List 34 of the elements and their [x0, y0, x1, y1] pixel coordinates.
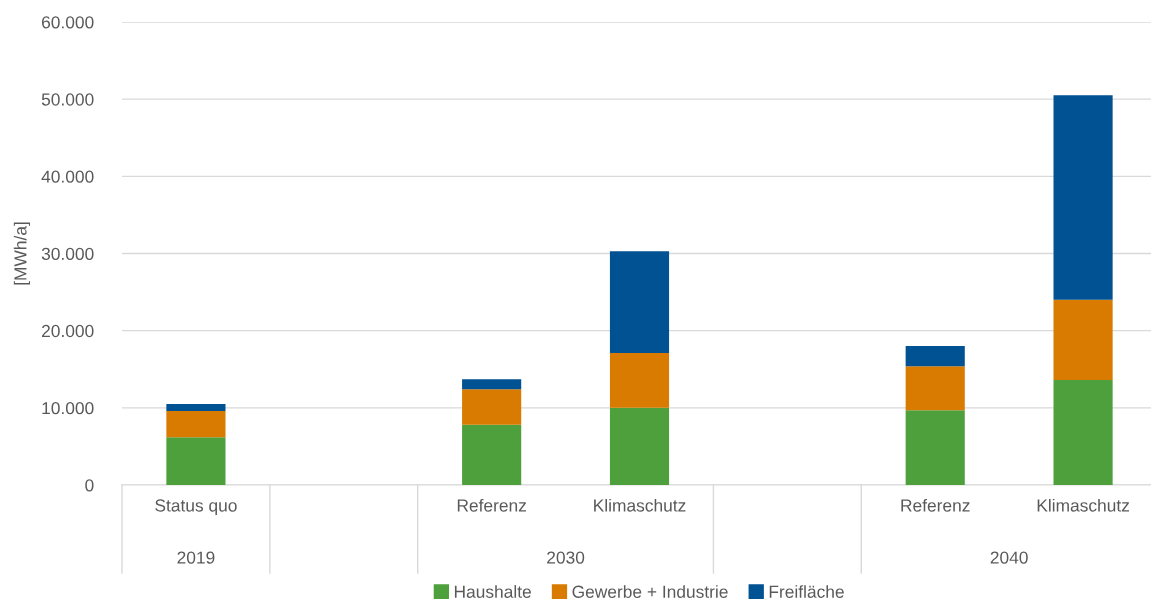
bar	[166, 403, 226, 411]
y-tick-label: 20.000	[42, 324, 94, 338]
bar	[905, 366, 965, 411]
bar	[905, 410, 965, 485]
bar	[609, 251, 670, 354]
y-tick-label: 10.000	[42, 402, 94, 415]
text: 2019	[177, 551, 215, 564]
legend-label: Haushalte	[454, 585, 531, 598]
bar	[1053, 299, 1113, 381]
y-tick-label: 40.000	[41, 170, 94, 183]
bar	[609, 407, 670, 485]
x-tick-label: Referenz	[901, 498, 970, 512]
bar	[462, 389, 522, 425]
y-tick-label: 50.000	[41, 93, 94, 106]
bar	[166, 437, 226, 485]
y-tick-label: 60.000	[42, 16, 94, 29]
text: 2040	[990, 551, 1028, 564]
bar	[609, 353, 670, 408]
bar	[1053, 95, 1113, 300]
y-tick-label: 0	[85, 479, 94, 492]
y-axis-title: [MWh/a]	[13, 222, 31, 285]
bar	[462, 424, 522, 485]
text: 2030	[547, 551, 585, 564]
legend-label: Freifläche	[769, 585, 844, 598]
x-tick-label: Klimaschutz	[594, 498, 686, 512]
x-tick-label: Status quo	[155, 499, 237, 516]
bar	[1053, 380, 1113, 485]
bar	[462, 379, 522, 390]
bar	[166, 410, 226, 438]
x-tick-label: Klimaschutz	[1037, 498, 1129, 512]
legend-label: Gewerbe + Industrie	[572, 585, 728, 598]
x-tick-label: Referenz	[457, 498, 526, 512]
bar	[905, 346, 965, 367]
y-tick-label: 30.000	[41, 247, 94, 260]
